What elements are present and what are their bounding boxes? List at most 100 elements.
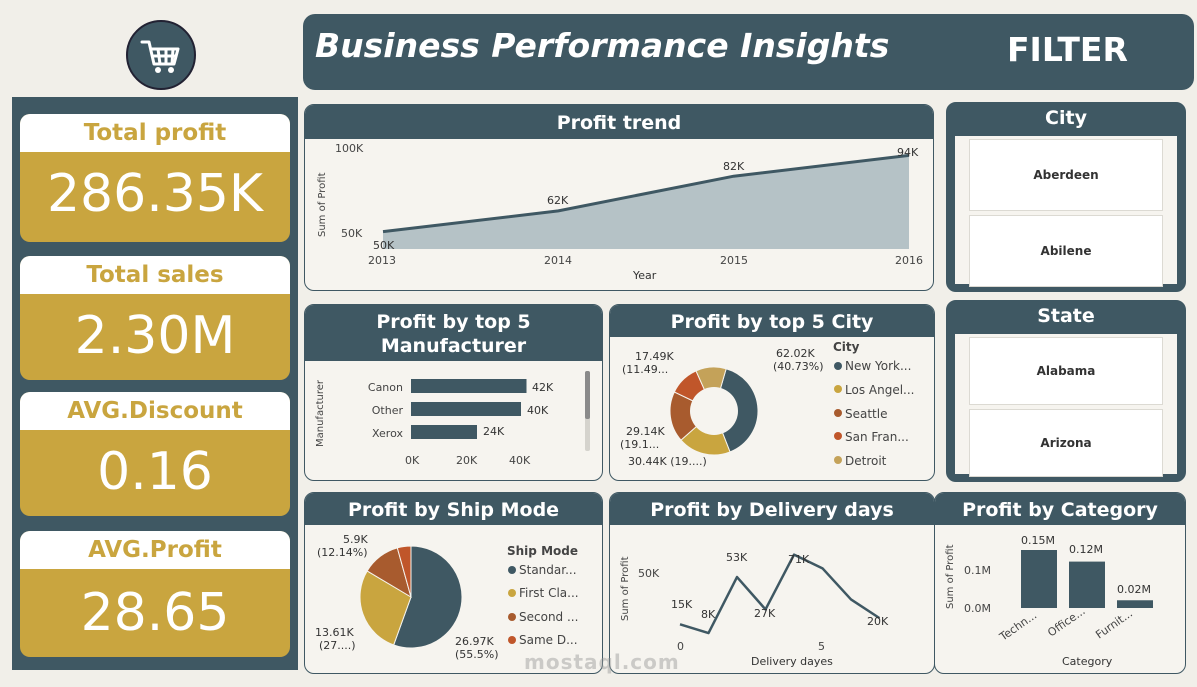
data-label: 15K [671, 598, 693, 611]
kpi-value: 2.30M [74, 306, 236, 366]
legend-item[interactable]: New York... [834, 359, 911, 373]
x-tick-label: Techn... [996, 609, 1039, 644]
pie-slice [393, 545, 463, 649]
category-label: Canon [368, 381, 403, 394]
city-donut-panel[interactable]: Profit by top 5 City 62.02K (40.73%) 17.… [609, 304, 935, 481]
data-label: 30.44K (19....) [628, 455, 707, 468]
legend-swatch [508, 566, 516, 574]
category-panel[interactable]: Profit by Category Sum of Profit 0.1M 0.… [934, 492, 1186, 674]
legend-item[interactable]: Second ... [508, 610, 578, 624]
header-banner: Business Performance Insights FILTER [303, 14, 1194, 90]
data-label: (12.14%) [317, 546, 368, 559]
bar-canon [411, 379, 527, 393]
x-tick-label: Office... [1045, 604, 1087, 639]
legend-label: San Fran... [845, 430, 909, 444]
slicer-item-alabama[interactable]: Alabama [969, 337, 1163, 405]
legend-swatch [508, 613, 516, 621]
legend-swatch [508, 636, 516, 644]
x-axis-label: Delivery dayes [751, 655, 833, 668]
data-label: 42K [532, 381, 554, 394]
panel-title: Profit by Ship Mode [305, 493, 602, 525]
data-label: 29.14K [626, 425, 665, 438]
data-label: 40K [527, 404, 549, 417]
data-label: 71K [788, 553, 810, 566]
x-axis-label: Category [1062, 655, 1113, 668]
trend-area [383, 155, 909, 249]
logo [126, 20, 196, 90]
data-label: 53K [726, 551, 748, 564]
slicer-title: City [1045, 107, 1087, 129]
panel-title: Profit by Category [935, 493, 1185, 525]
scrollbar-thumb[interactable] [585, 371, 590, 419]
y-tick-label: 0.1M [964, 564, 991, 577]
data-label: 50K [373, 239, 395, 252]
legend-swatch [834, 409, 842, 417]
data-label: 62K [547, 194, 569, 207]
legend-label: Standar... [519, 563, 577, 577]
legend-label: New York... [845, 359, 911, 373]
x-tick-label: 2014 [544, 254, 572, 267]
legend-label: First Cla... [519, 586, 579, 600]
legend-title: Ship Mode [507, 544, 578, 558]
slicer-item-aberdeen[interactable]: Aberdeen [969, 139, 1163, 211]
data-label: 26.97K [455, 635, 494, 648]
manufacturer-panel[interactable]: Profit by top 5 Manufacturer Manufacture… [304, 304, 603, 481]
data-label: 17.49K [635, 350, 674, 363]
data-label: 24K [483, 425, 505, 438]
data-label: (27....) [319, 639, 356, 652]
kpi-label: AVG.Profit [20, 531, 290, 569]
legend-label: Second ... [519, 610, 578, 624]
legend-item[interactable]: Los Angel... [834, 383, 914, 397]
kpi-avg-profit: AVG.Profit 28.65 [20, 531, 290, 657]
kpi-label: Total profit [20, 114, 290, 152]
x-tick-label: 2013 [368, 254, 396, 267]
data-label: 27K [754, 607, 776, 620]
legend-item[interactable]: Detroit [834, 454, 887, 468]
y-tick-label: 100K [335, 142, 364, 155]
trend-line [382, 153, 910, 234]
delivery-line [679, 553, 881, 635]
data-label: 0.15M [1021, 534, 1055, 547]
slicer-item-abilene[interactable]: Abilene [969, 215, 1163, 287]
legend-item[interactable]: San Fran... [834, 430, 909, 444]
donut-hole [690, 387, 738, 435]
data-label: 94K [897, 146, 919, 159]
panel-title: Profit by top 5 Manufacturer [305, 305, 602, 361]
y-axis-label: Sum of Profit [620, 556, 631, 621]
delivery-days-panel[interactable]: Profit by Delivery days Sum of Profit 50… [609, 492, 935, 674]
kpi-value: 0.16 [97, 442, 213, 502]
category-bar [1021, 550, 1057, 608]
x-tick-label: 5 [818, 640, 825, 653]
legend-item[interactable]: Same D... [508, 633, 578, 647]
slicer-title: State [1037, 305, 1095, 327]
legend-item[interactable]: First Cla... [508, 586, 579, 600]
kpi-total-profit: Total profit 286.35K [20, 114, 290, 242]
bar-other [411, 402, 521, 416]
legend-item[interactable]: Seattle [834, 407, 887, 421]
panel-title: Profit trend [305, 105, 933, 139]
y-axis-label: Sum of Profit [945, 544, 956, 609]
x-tick-label: Furnit... [1093, 607, 1135, 642]
x-tick-label: 2015 [720, 254, 748, 267]
category-label: Other [372, 404, 404, 417]
panel-title-line: Profit by top 5 [376, 311, 531, 333]
legend-label: Seattle [845, 407, 887, 421]
profit-trend-panel[interactable]: Profit trend Sum of Profit 100K 50K 2013… [304, 104, 934, 291]
kpi-total-sales: Total sales 2.30M [20, 256, 290, 380]
data-label: 8K [701, 608, 716, 621]
slicer-item-arizona[interactable]: Arizona [969, 409, 1163, 477]
data-label: 62.02K [776, 347, 815, 360]
x-axis-label: Year [632, 269, 657, 282]
y-tick-label: 50K [341, 227, 363, 240]
data-label: (19.1... [620, 438, 659, 451]
x-tick-label: 0K [405, 454, 420, 467]
kpi-label: Total sales [20, 256, 290, 294]
data-label: (40.73%) [773, 360, 824, 373]
data-label: 82K [723, 160, 745, 173]
kpi-value: 28.65 [80, 583, 230, 643]
ship-mode-panel[interactable]: Profit by Ship Mode 5.9K (12.14%) 13.61K… [304, 492, 603, 674]
legend-item[interactable]: Standar... [508, 563, 577, 577]
shopping-cart-icon [140, 40, 180, 73]
legend-label: Los Angel... [845, 383, 914, 397]
state-slicer: State Alabama Arizona [946, 300, 1186, 482]
